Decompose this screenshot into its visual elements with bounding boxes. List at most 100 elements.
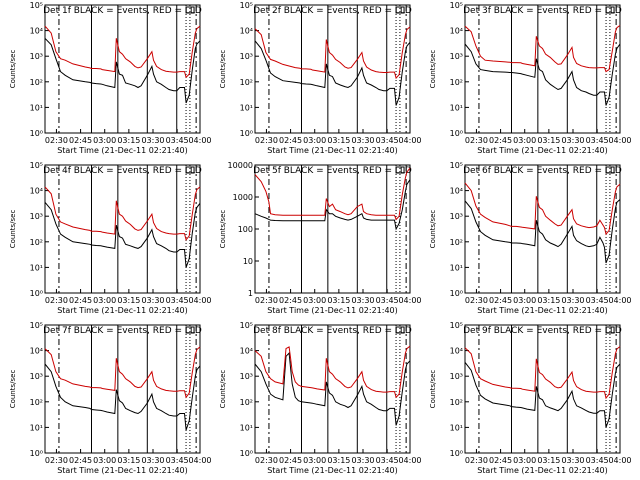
y-tick-label: 10⁰	[450, 449, 463, 458]
x-tick-label: 03:00	[93, 456, 116, 465]
y-axis-label: Counts/sec	[429, 50, 437, 89]
y-tick-label: 10⁵	[240, 1, 253, 10]
marker-box	[395, 6, 405, 14]
y-tick-label: 1000	[233, 193, 253, 202]
y-tick-label: 10¹	[450, 103, 463, 112]
y-tick-label: 10³	[450, 372, 463, 381]
y-tick-label: 10000	[228, 161, 253, 170]
x-tick-label: 03:30	[561, 296, 584, 305]
marker-box	[185, 6, 195, 14]
y-tick-label: 10⁴	[30, 187, 43, 196]
panel-title: Det 2f BLACK = Events, RED = LLD	[253, 6, 412, 16]
y-tick-label: 10⁰	[30, 449, 43, 458]
y-tick-label: 10⁵	[30, 1, 43, 10]
y-axis-label: Counts/sec	[9, 370, 17, 409]
x-axis-label: Start Time (21-Dec-11 02:21:40)	[477, 146, 608, 155]
series-lld-line	[254, 345, 411, 399]
x-tick-label: 03:15	[117, 296, 140, 305]
x-axis-label: Start Time (21-Dec-11 02:21:40)	[477, 306, 608, 315]
series-events-line	[254, 179, 411, 231]
y-axis-label: Counts/sec	[429, 370, 437, 409]
y-tick-label: 10³	[450, 52, 463, 61]
panel-title: Det 6f BLACK = Events, RED = LLD	[463, 166, 622, 176]
y-tick-label: 10²	[450, 238, 463, 247]
x-tick-label: 03:45	[166, 296, 189, 305]
series-lld-line	[254, 167, 411, 221]
x-tick-label: 04:00	[398, 136, 421, 145]
y-tick-label: 10³	[30, 52, 43, 61]
plot-frame	[464, 164, 621, 294]
panel-8: Det 8f BLACK = Events, RED = LLD 10⁰ 10¹ 10…	[219, 321, 422, 475]
panel-title: Det 7f BLACK = Events, RED = LLD	[43, 326, 202, 336]
y-tick-label: 10⁵	[30, 161, 43, 170]
x-tick-label: 04:00	[398, 456, 421, 465]
x-tick-label: 03:00	[93, 296, 116, 305]
plot-frame	[254, 324, 411, 454]
y-tick-label: 10²	[240, 398, 253, 407]
y-axis-label: Counts/sec	[9, 210, 17, 249]
x-tick-label: 03:45	[376, 456, 399, 465]
series-events-line	[44, 363, 201, 431]
panel-title: Det 9f BLACK = Events, RED = LLD	[463, 326, 622, 336]
plot-frame	[44, 4, 201, 134]
panel-3: Det 3f BLACK = Events, RED = LLD 10⁰ 10¹ 10…	[429, 1, 632, 155]
y-tick-label: 10⁰	[30, 289, 43, 298]
y-axis-label: Counts/sec	[219, 50, 227, 89]
y-tick-label: 10¹	[240, 103, 253, 112]
series-events-line	[464, 361, 621, 428]
panel-1: Det 1f BLACK = Events, RED = LLD 10⁰ 10¹ 10…	[9, 1, 212, 155]
x-tick-label: 02:30	[45, 136, 68, 145]
x-tick-label: 03:15	[537, 296, 560, 305]
x-tick-label: 03:30	[561, 456, 584, 465]
x-tick-label: 02:30	[465, 296, 488, 305]
x-tick-label: 04:00	[398, 296, 421, 305]
x-tick-label: 03:30	[141, 136, 164, 145]
series-lld-line	[44, 346, 201, 399]
y-tick-label: 10²	[450, 398, 463, 407]
x-tick-label: 03:45	[376, 136, 399, 145]
x-tick-label: 03:45	[376, 296, 399, 305]
y-tick-label: 10⁴	[450, 27, 463, 36]
y-tick-label: 10⁴	[450, 347, 463, 356]
series-events-line	[44, 201, 201, 268]
series-lld-line	[464, 182, 621, 236]
x-tick-label: 03:00	[513, 296, 536, 305]
x-tick-label: 03:45	[586, 296, 609, 305]
x-tick-label: 04:00	[608, 136, 631, 145]
x-tick-label: 03:00	[93, 136, 116, 145]
x-tick-label: 03:30	[141, 456, 164, 465]
plot-frame	[254, 4, 411, 134]
y-tick-label: 10⁴	[30, 347, 43, 356]
y-tick-label: 10²	[30, 238, 43, 247]
x-tick-label: 02:45	[69, 456, 92, 465]
x-tick-label: 03:15	[327, 136, 350, 145]
y-tick-label: 10⁵	[450, 321, 463, 330]
series-events-line	[254, 40, 411, 106]
panel-4: Det 4f BLACK = Events, RED = LLD 10⁰ 10¹ 10…	[9, 161, 212, 315]
marker-box	[185, 326, 195, 334]
y-tick-label: 10⁰	[450, 129, 463, 138]
x-tick-label: 02:30	[255, 136, 278, 145]
plot-frame	[44, 324, 201, 454]
x-axis-label: Start Time (21-Dec-11 02:21:40)	[477, 466, 608, 475]
marker-box	[605, 166, 615, 174]
x-tick-label: 03:15	[117, 456, 140, 465]
y-axis-label: Counts/sec	[9, 50, 17, 89]
x-tick-label: 03:15	[327, 456, 350, 465]
series-lld-line	[44, 186, 201, 241]
y-tick-label: 10³	[240, 52, 253, 61]
x-tick-label: 02:30	[255, 456, 278, 465]
x-tick-label: 03:00	[513, 456, 536, 465]
y-tick-label: 1	[248, 289, 253, 298]
x-tick-label: 03:00	[303, 136, 326, 145]
x-tick-label: 03:45	[166, 456, 189, 465]
panel-5: Det 5f BLACK = Events, RED = LLD 1 10 100 10…	[219, 161, 422, 315]
plot-frame	[464, 324, 621, 454]
x-tick-label: 03:00	[303, 296, 326, 305]
marker-box	[395, 166, 405, 174]
y-tick-label: 10⁴	[30, 27, 43, 36]
y-tick-label: 10²	[240, 78, 253, 87]
y-tick-label: 10⁴	[240, 27, 253, 36]
y-tick-label: 10⁰	[240, 129, 253, 138]
